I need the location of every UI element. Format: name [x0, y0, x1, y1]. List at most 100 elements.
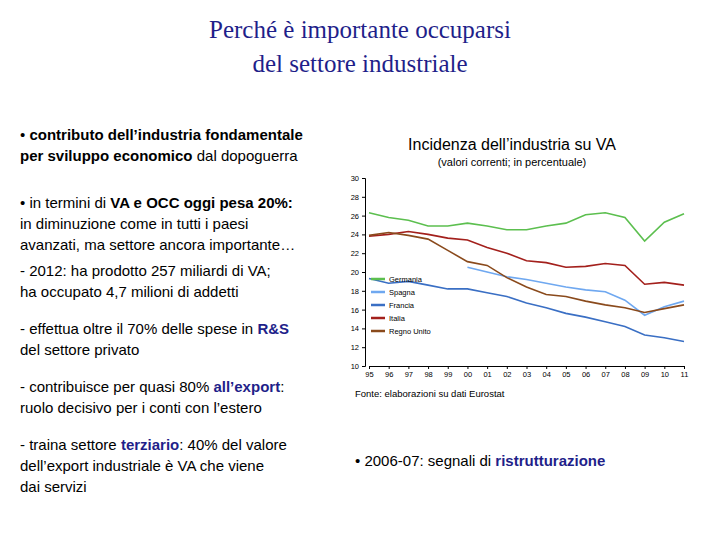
bullet-line: per sviluppo economico dal dopoguerra: [20, 147, 298, 164]
y-tick-mark: [362, 366, 365, 367]
x-tick-label: 07: [602, 370, 610, 379]
legend-swatch: [371, 304, 385, 307]
legend-label: Italia: [389, 314, 406, 323]
x-tick: 00: [464, 366, 472, 379]
x-tick-label: 98: [424, 370, 432, 379]
chart-title: Incidenza dell’industria su VA: [408, 136, 616, 153]
x-tick-mark: [645, 366, 646, 369]
slide: Perché è importante occuparsi del settore…: [0, 0, 720, 540]
x-tick-label: 02: [503, 370, 511, 379]
x-tick-label: 09: [641, 370, 649, 379]
x-tick-mark: [625, 366, 626, 369]
x-tick-label: 03: [523, 370, 531, 379]
x-tick-label: 97: [405, 370, 413, 379]
chart-subtitle: (valori correnti; in percentuale): [438, 156, 587, 168]
bullet-line: - effettua oltre il 70% delle spese in R…: [20, 320, 289, 337]
x-tick-mark: [546, 366, 547, 369]
legend-label: Spagna: [389, 288, 416, 297]
text-run: • in termini di: [20, 194, 110, 211]
x-tick: 09: [641, 366, 649, 379]
text-run: dal dopoguerra: [193, 147, 299, 164]
x-tick-label: 05: [562, 370, 570, 379]
slide-title: Perché è importante occuparsi: [209, 16, 511, 43]
bullet-line: dell’export industriale è VA che viene: [20, 457, 264, 474]
x-tick: 07: [602, 366, 610, 379]
x-tick-label: 00: [464, 370, 472, 379]
text-run: ha occupato 4,7 milioni di addetti: [20, 283, 238, 300]
y-tick: 30: [351, 174, 365, 183]
x-tick: 01: [483, 366, 491, 379]
x-tick: 04: [543, 366, 551, 379]
x-tick: 10: [661, 366, 669, 379]
bullet-line: • contributo dell’industria fondamentale: [20, 126, 303, 143]
y-tick: 22: [351, 249, 365, 258]
bullet-line: in diminuzione come in tutti i paesi: [20, 215, 248, 232]
y-tick-mark: [362, 234, 365, 235]
x-tick: 11: [681, 366, 689, 379]
text-run: avanzati, ma settore ancora importante…: [20, 236, 295, 253]
y-tick-mark: [362, 272, 365, 273]
series-line: [467, 267, 684, 315]
legend-label: Regno Unito: [389, 327, 431, 336]
series-group: [369, 213, 684, 342]
bullet-line: ha occupato 4,7 milioni di addetti: [20, 283, 238, 300]
legend-label: Francia: [389, 301, 415, 310]
text-run: - contribuisce per quasi 80%: [20, 378, 213, 395]
series-line: [369, 233, 684, 313]
text-run: contributo dell’industria fondamentale: [29, 126, 302, 143]
text-run: VA e OCC oggi pesa 20%:: [110, 194, 293, 211]
text-run: all’export: [213, 378, 280, 395]
y-tick-label: 10: [351, 362, 359, 371]
x-tick-mark: [527, 366, 528, 369]
x-tick: 97: [405, 366, 413, 379]
y-tick-mark: [362, 178, 365, 179]
x-tick: 98: [424, 366, 432, 379]
y-tick-mark: [362, 216, 365, 217]
text-run: in diminuzione come in tutti i paesi: [20, 215, 248, 232]
y-tick: 18: [351, 287, 365, 296]
x-tick: 06: [582, 366, 590, 379]
legend-swatch: [371, 317, 385, 320]
x-tick-mark: [389, 366, 390, 369]
x-tick-mark: [467, 366, 468, 369]
text-run: dell’export industriale è VA che viene: [20, 457, 264, 474]
text-run: terziario: [121, 436, 179, 453]
text-run: : 40% del valore: [179, 436, 287, 453]
y-tick-label: 24: [351, 230, 359, 239]
x-tick-mark: [507, 366, 508, 369]
y-tick-label: 30: [351, 174, 359, 183]
y-tick-label: 22: [351, 249, 359, 258]
text-run: - 2012: ha prodotto 257 miliardi di VA;: [20, 262, 271, 279]
x-tick-label: 95: [365, 370, 373, 379]
x-tick-label: 01: [483, 370, 491, 379]
legend-label: Germania: [389, 275, 423, 284]
y-tick-mark: [362, 197, 365, 198]
y-tick: 28: [351, 193, 365, 202]
y-tick-mark: [362, 310, 365, 311]
text-run: R&S: [257, 320, 289, 337]
x-tick-label: 06: [582, 370, 590, 379]
x-tick-label: 04: [543, 370, 551, 379]
y-tick: 24: [351, 230, 365, 239]
y-tick: 12: [351, 343, 365, 352]
bullet-line: avanzati, ma settore ancora importante…: [20, 236, 295, 253]
y-tick-label: 28: [351, 193, 359, 202]
bullet-line: del settore privato: [20, 341, 139, 358]
y-tick-mark: [362, 328, 365, 329]
bullet-line: - contribuisce per quasi 80% all’export:: [20, 378, 284, 395]
y-tick-mark: [362, 253, 365, 254]
y-tick: 10: [351, 362, 365, 371]
bullet-line: ruolo decisivo per i conti con l’estero: [20, 399, 262, 416]
x-tick-mark: [586, 366, 587, 369]
y-tick-label: 14: [351, 324, 359, 333]
text-run: del settore privato: [20, 341, 139, 358]
x-tick: 02: [503, 366, 511, 379]
legend-swatch: [371, 291, 385, 294]
x-tick-mark: [369, 366, 370, 369]
y-axis-line: [362, 179, 366, 367]
x-tick-label: 99: [444, 370, 452, 379]
source: Fonte: elaborazioni su dati Eurostat: [355, 388, 505, 399]
x-tick-mark: [448, 366, 449, 369]
legend-swatch: [371, 330, 385, 333]
x-tick: 05: [562, 366, 570, 379]
